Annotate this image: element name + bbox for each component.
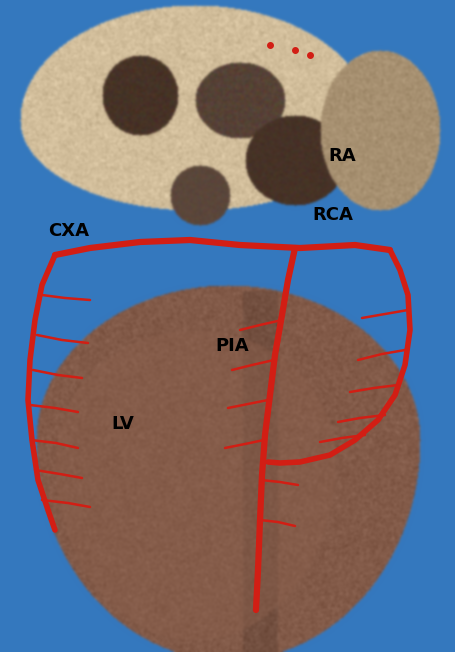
Text: RCA: RCA <box>312 206 353 224</box>
Text: RA: RA <box>328 147 355 166</box>
Text: CXA: CXA <box>48 222 89 241</box>
Text: PIA: PIA <box>215 336 249 355</box>
Text: LV: LV <box>111 415 134 433</box>
